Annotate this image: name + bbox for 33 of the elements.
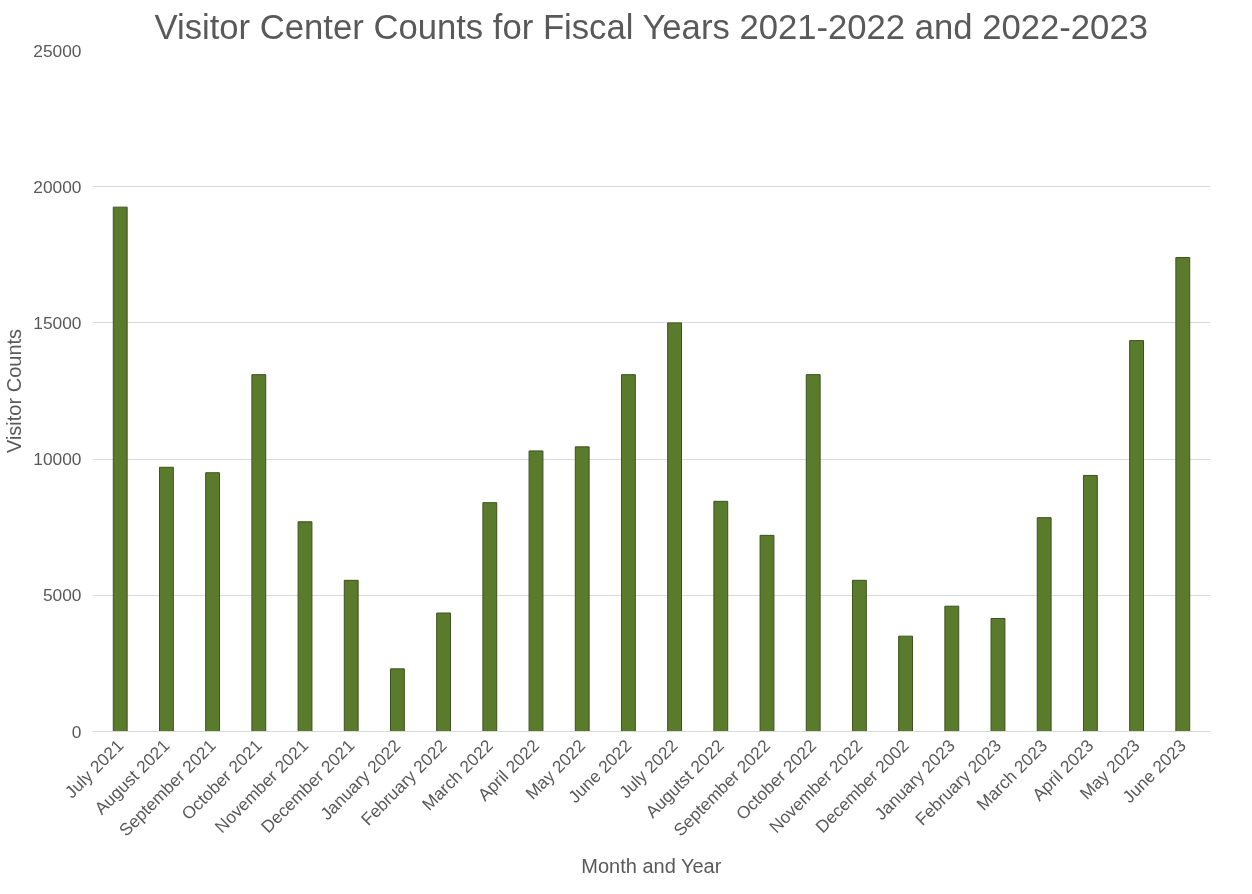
bar [389, 668, 405, 732]
bar [482, 502, 498, 732]
bar [436, 612, 452, 732]
bar [805, 374, 821, 732]
bar [1082, 474, 1098, 732]
bar [713, 500, 729, 732]
bar [528, 450, 544, 732]
bar [944, 605, 960, 732]
bar [1129, 340, 1145, 732]
y-tick-label: 0 [71, 721, 82, 742]
bar [297, 521, 313, 732]
x-axis-title: Month and Year [581, 855, 722, 878]
chart-title: Visitor Center Counts for Fiscal Years 2021-2022 and 2022-2023 [154, 7, 1148, 46]
bar [158, 466, 174, 732]
bar [759, 534, 775, 732]
y-tick-label: 5000 [42, 585, 82, 606]
y-tick-label: 10000 [33, 449, 82, 470]
bar [574, 446, 590, 732]
bar [620, 374, 636, 732]
y-tick-label: 15000 [33, 312, 82, 333]
bar [990, 617, 1006, 732]
bar [343, 579, 359, 732]
bar [1036, 517, 1052, 732]
y-axis-title: Visitor Counts [3, 328, 26, 454]
bar [898, 635, 914, 732]
bar [205, 472, 221, 732]
bar [667, 322, 683, 732]
bar [112, 206, 128, 732]
bar [851, 579, 867, 732]
y-tick-label: 20000 [33, 176, 82, 197]
bar [1175, 257, 1191, 732]
y-tick-label: 25000 [33, 40, 82, 61]
bar [251, 374, 267, 732]
